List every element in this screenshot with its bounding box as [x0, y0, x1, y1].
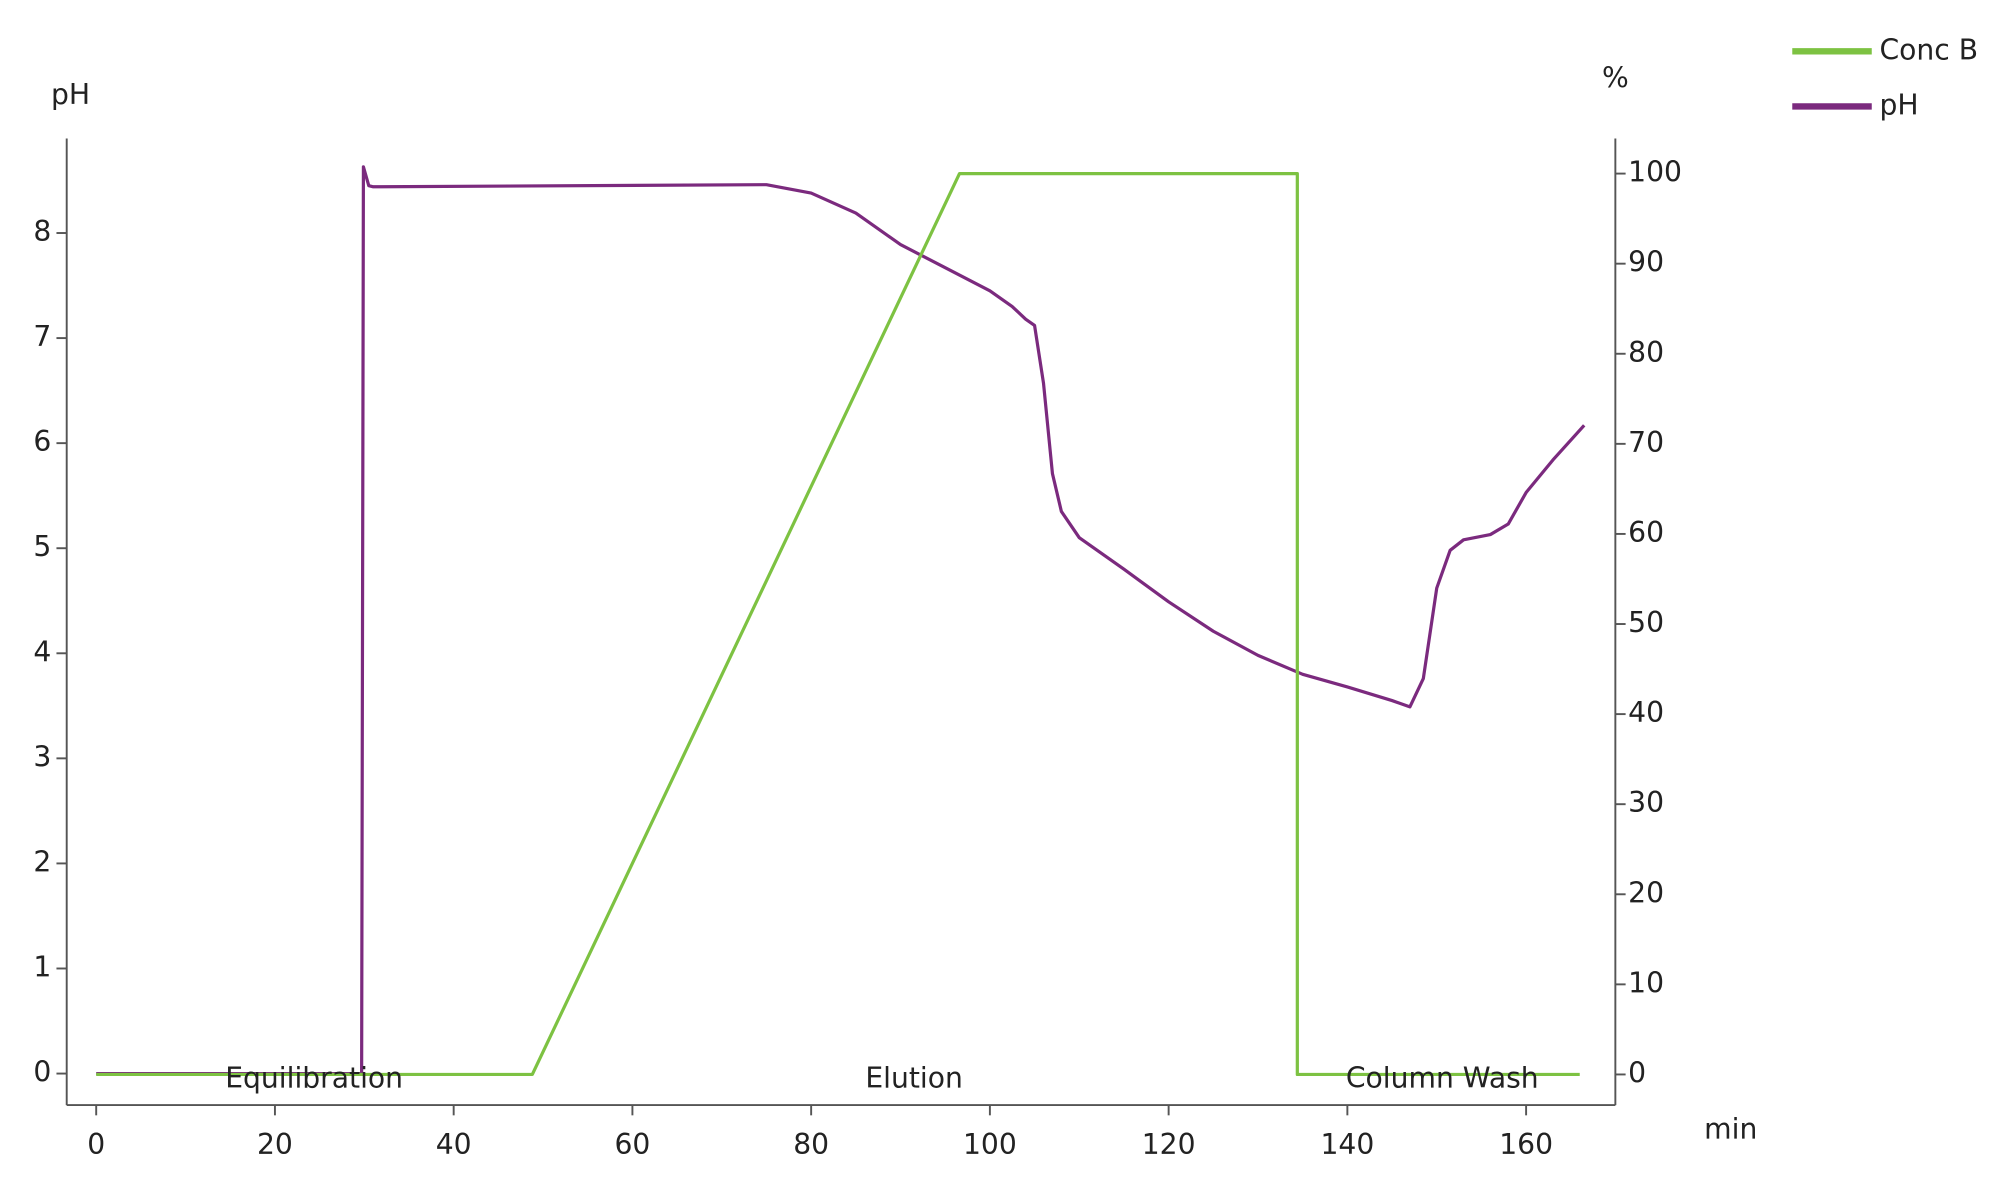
x-tick-label: 40 — [436, 1128, 472, 1161]
y-tick-label: 8 — [33, 215, 51, 248]
y-axis-title: pH — [51, 78, 90, 111]
phase-label: Elution — [865, 1061, 963, 1094]
y2-axis-title: % — [1602, 61, 1629, 94]
phase-label: Equilibration — [225, 1061, 403, 1094]
y2-tick-label: 40 — [1628, 696, 1664, 729]
y-tick-label: 6 — [33, 425, 51, 458]
legend-label: pH — [1879, 88, 1918, 121]
y2-tick-label: 70 — [1628, 426, 1664, 459]
y2-tick-label: 60 — [1628, 516, 1664, 549]
x-tick-label: 60 — [614, 1128, 650, 1161]
y-tick-label: 5 — [33, 530, 51, 563]
y-tick-label: 0 — [33, 1056, 51, 1089]
x-tick-label: 100 — [963, 1128, 1017, 1161]
y-tick-label: 1 — [33, 950, 51, 983]
y-tick-label: 3 — [33, 740, 51, 773]
y2-tick-label: 80 — [1628, 336, 1664, 369]
y2-tick-label: 30 — [1628, 786, 1664, 819]
series-line — [96, 165, 1586, 1076]
y2-tick-label: 0 — [1628, 1056, 1646, 1089]
y2-tick-label: 20 — [1628, 876, 1664, 909]
y2-tick-label: 100 — [1628, 156, 1682, 189]
x-tick-label: 160 — [1499, 1128, 1553, 1161]
x-tick-label: 20 — [257, 1128, 293, 1161]
x-tick-label: 120 — [1142, 1128, 1196, 1161]
y2-tick-label: 50 — [1628, 606, 1664, 639]
y2-tick-label: 90 — [1628, 246, 1664, 279]
series-line — [96, 171, 1580, 1077]
y-tick-label: 4 — [33, 635, 51, 668]
y-tick-label: 2 — [33, 845, 51, 878]
x-tick-label: 140 — [1320, 1128, 1374, 1161]
x-tick-label: 80 — [793, 1128, 829, 1161]
x-tick-label: 0 — [87, 1128, 105, 1161]
x-axis-title: min — [1704, 1113, 1757, 1146]
phase-label: Column Wash — [1346, 1061, 1539, 1094]
legend-label: Conc B — [1879, 33, 1978, 66]
y2-tick-label: 10 — [1628, 966, 1664, 999]
y-tick-label: 7 — [33, 320, 51, 353]
